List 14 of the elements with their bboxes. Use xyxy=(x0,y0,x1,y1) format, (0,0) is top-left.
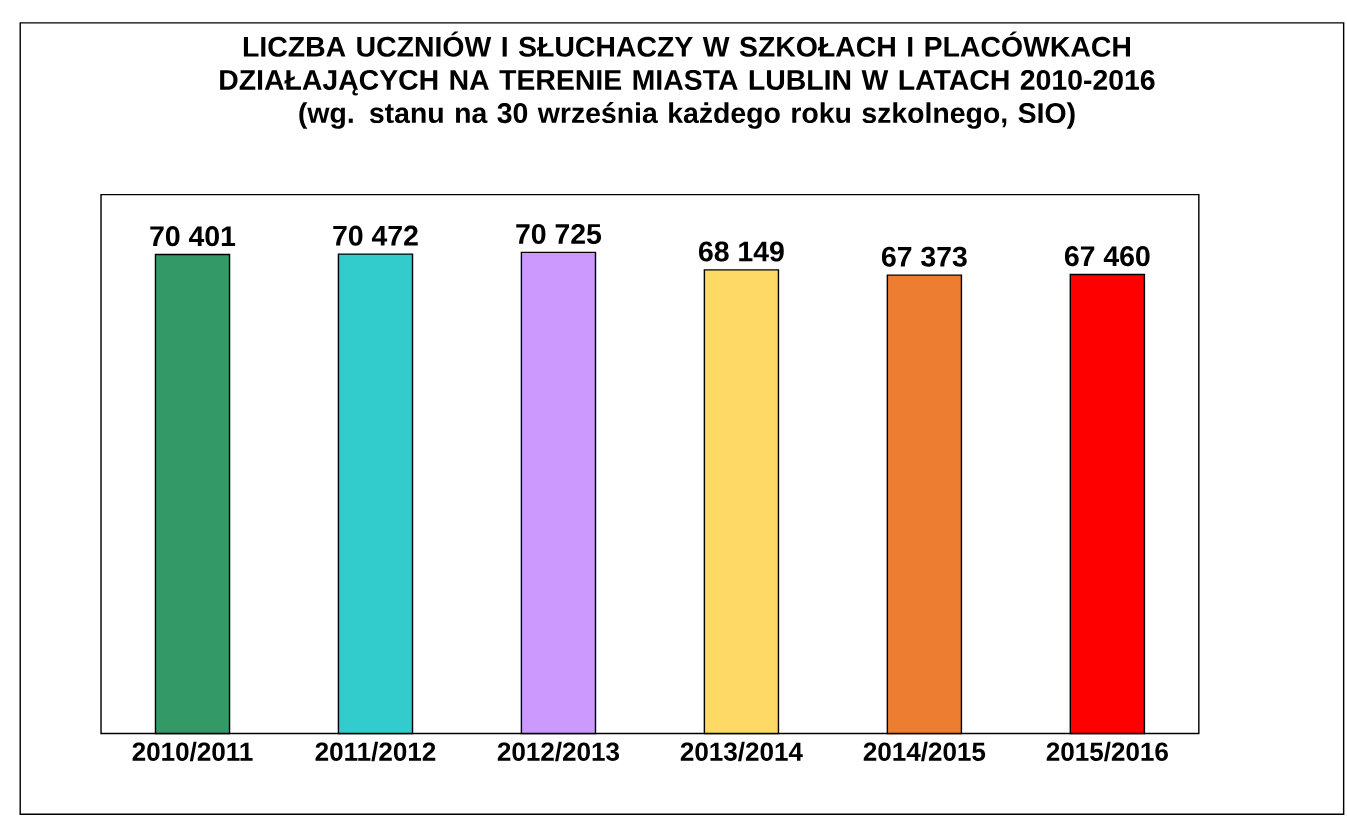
x-tick-label: 2013/2014 xyxy=(680,741,803,762)
data-label: 67 460 xyxy=(1064,246,1150,267)
data-label: 70 401 xyxy=(150,226,236,247)
chart-subtitle: (wg. stanu na 30 września każdego roku szkolnego, SIO) xyxy=(299,102,1075,129)
x-tick-label: 2010/2011 xyxy=(132,741,253,762)
x-tick-label: 2014/2015 xyxy=(863,741,986,762)
x-tick-label: 2011/2012 xyxy=(315,741,436,762)
data-label: 68 149 xyxy=(699,241,784,262)
x-tick-label: 2015/2016 xyxy=(1046,741,1168,762)
x-tick-label: 2012/2013 xyxy=(497,741,620,762)
data-label: 70 472 xyxy=(333,225,418,246)
data-label: 67 373 xyxy=(881,246,967,267)
chart-title: LICZBA UCZNIÓW I SŁUCHACZY W SZKOŁACH I PLACÓWKACH DZIAŁAJĄCYCH NA TERENIE MIASTA LUBLIN W LATACH 2010-2016 xyxy=(220,31,1155,96)
data-label: 70 725 xyxy=(516,223,602,244)
